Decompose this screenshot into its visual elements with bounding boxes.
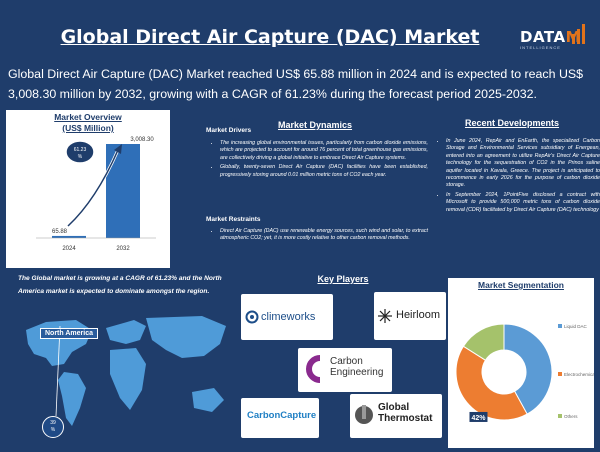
- badge-unit: %: [50, 427, 56, 433]
- climeworks-mark-icon: [245, 310, 259, 324]
- region-text: The Global market is growing at a CAGR o…: [18, 275, 222, 295]
- legend-label: Liquid DAC: [564, 324, 588, 329]
- segmentation-heading: Market Segmentation: [478, 280, 564, 290]
- logo-main-text: DATA: [520, 28, 566, 46]
- x-tick-label: 2024: [62, 246, 76, 252]
- market-overview-panel: Market Overview (US$ Million) 65.88 2024 3…: [6, 110, 170, 268]
- development-item: In September 2024, 1PointFive disclosed …: [446, 192, 600, 214]
- slice-label-box: [469, 411, 488, 422]
- legend-swatch: [558, 324, 562, 328]
- page-title: Global Direct Air Capture (DAC) Market: [60, 26, 480, 48]
- lead-summary: Global Direct Air Capture (DAC) Market r…: [8, 67, 584, 101]
- asia-shape: [146, 316, 226, 358]
- restraint-item: Direct Air Capture (DAC) use renewable e…: [220, 228, 428, 243]
- logo-bars-icon: [572, 24, 585, 44]
- market-overview-chart: 65.88 2024 3,008.30 2032 61.23%: [36, 137, 156, 252]
- market-segmentation-panel: Market Segmentation 42% Liquid DAC Electro…: [448, 278, 594, 448]
- logo-heirloom: Heirloom: [374, 292, 446, 340]
- brand-logo: DATAM INTELLIGENCE: [520, 24, 592, 56]
- pie-slice-1: [455, 345, 528, 421]
- bar-2032: [106, 144, 140, 238]
- legend-swatch: [558, 372, 562, 376]
- logo-carboncapture: CarbonCapture: [241, 398, 319, 438]
- world-map: [26, 316, 226, 426]
- badge-value: 39: [50, 420, 56, 426]
- driver-item: The increasing global environmental issu…: [220, 140, 428, 162]
- pie-slice-2: [462, 323, 505, 361]
- region-panel: The Global market is growing at a CAGR o…: [6, 272, 236, 448]
- players-heading: Key Players: [317, 274, 369, 284]
- logo-global-thermostat: Global Thermostat: [350, 394, 442, 438]
- cagr-unit: %: [78, 154, 83, 160]
- logo-climeworks: climeworks: [241, 294, 333, 340]
- carbon-engineering-mark-icon: [306, 355, 321, 383]
- developments-heading: Recent Developments: [464, 118, 560, 128]
- legend-label: Electrochemical DAC: [564, 372, 594, 377]
- pie-slice-0: [503, 323, 553, 415]
- south-america-shape: [58, 372, 86, 426]
- north-america-callout: North America: [40, 328, 98, 339]
- legend-swatch: [558, 414, 562, 418]
- australia-shape: [192, 388, 224, 412]
- slice-value-label: 42%: [471, 415, 486, 422]
- bar-2024: [52, 235, 86, 238]
- growth-arrow-line: [67, 149, 119, 227]
- development-item: In June 2024, RepAir and EnEarth, the sp…: [446, 138, 600, 190]
- heirloom-mark-icon: [378, 309, 392, 323]
- driver-item: Globally, twenty-seven Direct Air Captur…: [220, 164, 428, 179]
- dynamics-heading: Market Dynamics: [278, 120, 353, 130]
- bar-value-label: 3,008.30: [130, 137, 154, 143]
- europe-shape: [106, 320, 146, 344]
- arrow-head-icon: [114, 144, 122, 154]
- cagr-value: 61.23: [74, 147, 87, 153]
- cagr-badge: [65, 140, 95, 164]
- market-segmentation-chart: 42% Liquid DAC Electrochemical DAC Others: [455, 323, 594, 422]
- logo-tagline: INTELLIGENCE: [520, 45, 561, 50]
- recent-developments-panel: Recent Developments In June 2024, RepAir…: [430, 118, 600, 270]
- drivers-title: Market Drivers: [206, 127, 252, 134]
- bar-value-label: 65.88: [52, 229, 68, 235]
- key-players-panel: Key Players climeworks Heirloom Carbon E…: [238, 272, 448, 448]
- market-dynamics-panel: Market Dynamics Market Drivers The incre…: [202, 118, 428, 270]
- x-tick-label: 2032: [116, 246, 130, 252]
- restraints-title: Market Restraints: [206, 216, 261, 223]
- logo-carbon-engineering: Carbon Engineering: [298, 348, 392, 392]
- global-thermostat-mark-icon: [355, 405, 373, 424]
- overview-subheading: (US$ Million): [62, 123, 114, 133]
- africa-shape: [110, 348, 146, 410]
- legend-label: Others: [564, 414, 578, 419]
- region-share-badge: 39 %: [42, 416, 64, 438]
- overview-heading: Market Overview: [54, 112, 122, 122]
